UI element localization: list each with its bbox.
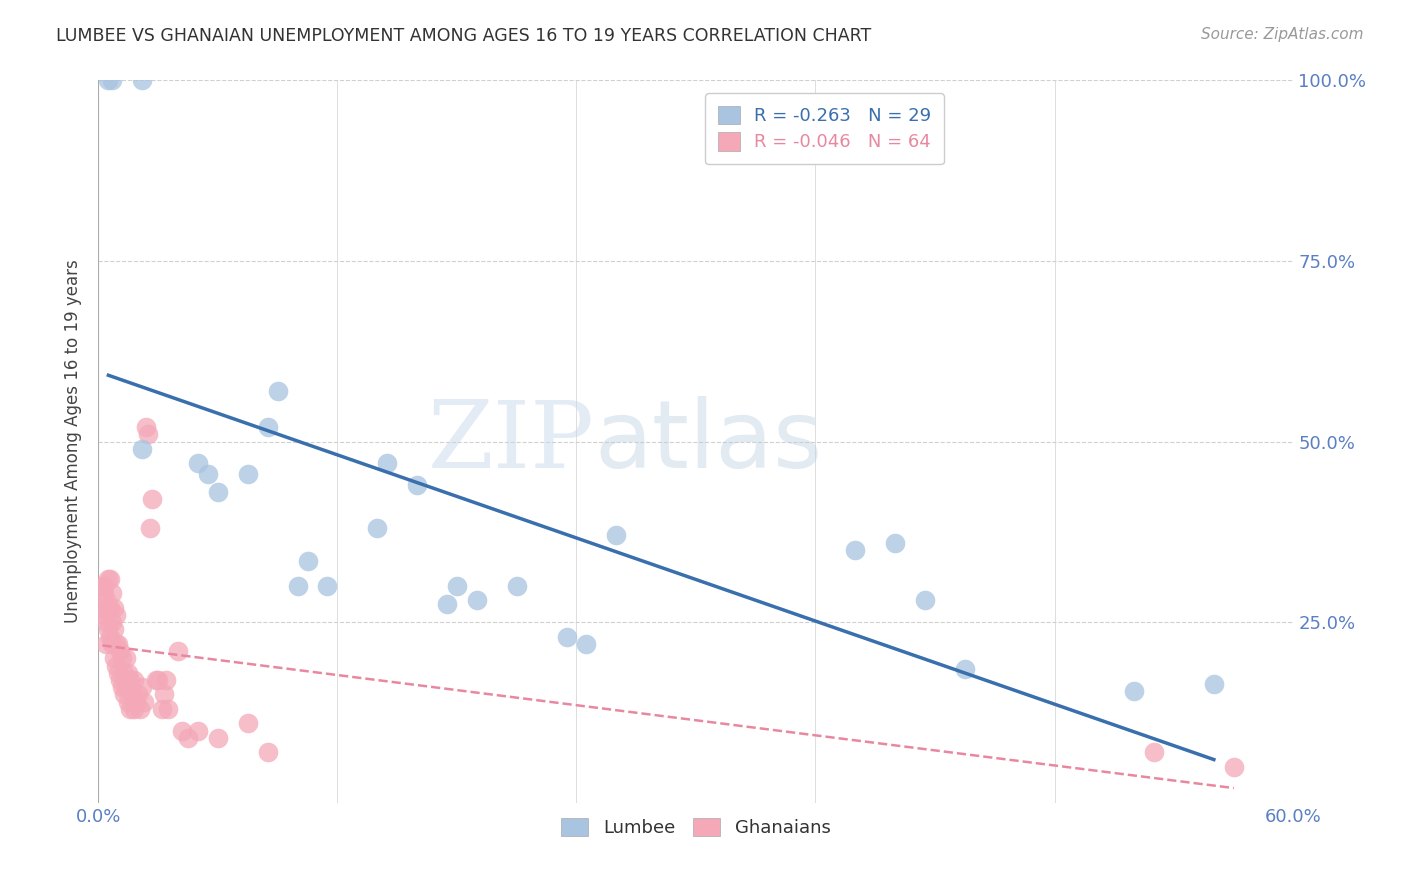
Point [97,600,120,615]
Point [172,723,194,738]
Point [150,702,173,716]
Point [96,615,118,630]
Point [129,702,152,716]
Point [107,665,129,680]
Point [187,723,209,738]
Point [117,665,139,680]
Point [97,623,120,637]
Point [110,673,132,687]
Point [101,73,124,87]
Point [1202,676,1225,690]
Point [105,607,128,622]
Point [136,427,159,442]
Point [97,572,120,586]
Point [105,637,128,651]
Point [135,420,157,434]
Point [93,586,115,600]
Point [155,673,177,687]
Point [267,384,290,398]
Point [117,695,139,709]
Point [96,637,118,651]
Point [914,593,936,607]
Point [131,680,153,694]
Point [167,644,190,658]
Point [316,579,339,593]
Point [97,73,120,87]
Point [148,673,170,687]
Point [124,702,146,716]
Point [101,586,124,600]
Point [127,687,149,701]
Point [406,478,429,492]
Point [436,597,458,611]
Point [98,630,122,644]
Point [98,572,122,586]
Point [125,695,148,709]
Point [131,442,153,456]
Point [96,593,118,607]
Point [236,716,259,731]
Point [101,615,124,630]
Point [506,579,529,593]
Point [844,542,866,557]
Point [105,658,128,673]
Point [120,673,142,687]
Point [139,521,162,535]
Point [575,637,598,651]
Point [101,637,124,651]
Point [103,600,125,615]
Point [93,607,115,622]
Point [236,467,259,481]
Point [256,745,278,759]
Point [115,651,138,665]
Point [465,593,488,607]
Point [115,680,138,694]
Point [297,554,319,568]
Point [1223,760,1246,774]
Text: LUMBEE VS GHANAIAN UNEMPLOYMENT AMONG AGES 16 TO 19 YEARS CORRELATION CHART: LUMBEE VS GHANAIAN UNEMPLOYMENT AMONG AG… [56,27,872,45]
Point [124,673,146,687]
Point [153,687,176,701]
Legend: Lumbee, Ghanaians: Lumbee, Ghanaians [554,811,838,845]
Point [953,662,976,676]
Point [134,695,156,709]
Text: ZIP: ZIP [427,397,595,486]
Point [131,73,153,87]
Point [110,644,132,658]
Point [177,731,200,745]
Y-axis label: Unemployment Among Ages 16 to 19 years: Unemployment Among Ages 16 to 19 years [65,260,83,624]
Point [91,600,114,615]
Point [107,637,129,651]
Point [1123,683,1146,698]
Point [555,630,578,644]
Point [98,600,122,615]
Point [187,456,209,470]
Point [111,680,134,694]
Point [93,579,115,593]
Point [256,420,278,434]
Text: Source: ZipAtlas.com: Source: ZipAtlas.com [1201,27,1364,42]
Point [112,665,135,680]
Point [366,521,388,535]
Point [103,651,125,665]
Text: atlas: atlas [595,395,823,488]
Point [287,579,309,593]
Point [1143,745,1166,759]
Point [157,702,180,716]
Point [103,623,125,637]
Point [207,731,229,745]
Point [446,579,468,593]
Point [375,456,398,470]
Point [884,535,907,549]
Point [111,651,134,665]
Point [145,673,167,687]
Point [120,702,142,716]
Point [197,467,219,481]
Point [141,492,163,507]
Point [605,528,627,542]
Point [207,485,229,500]
Point [121,687,143,701]
Point [91,579,114,593]
Point [112,687,135,701]
